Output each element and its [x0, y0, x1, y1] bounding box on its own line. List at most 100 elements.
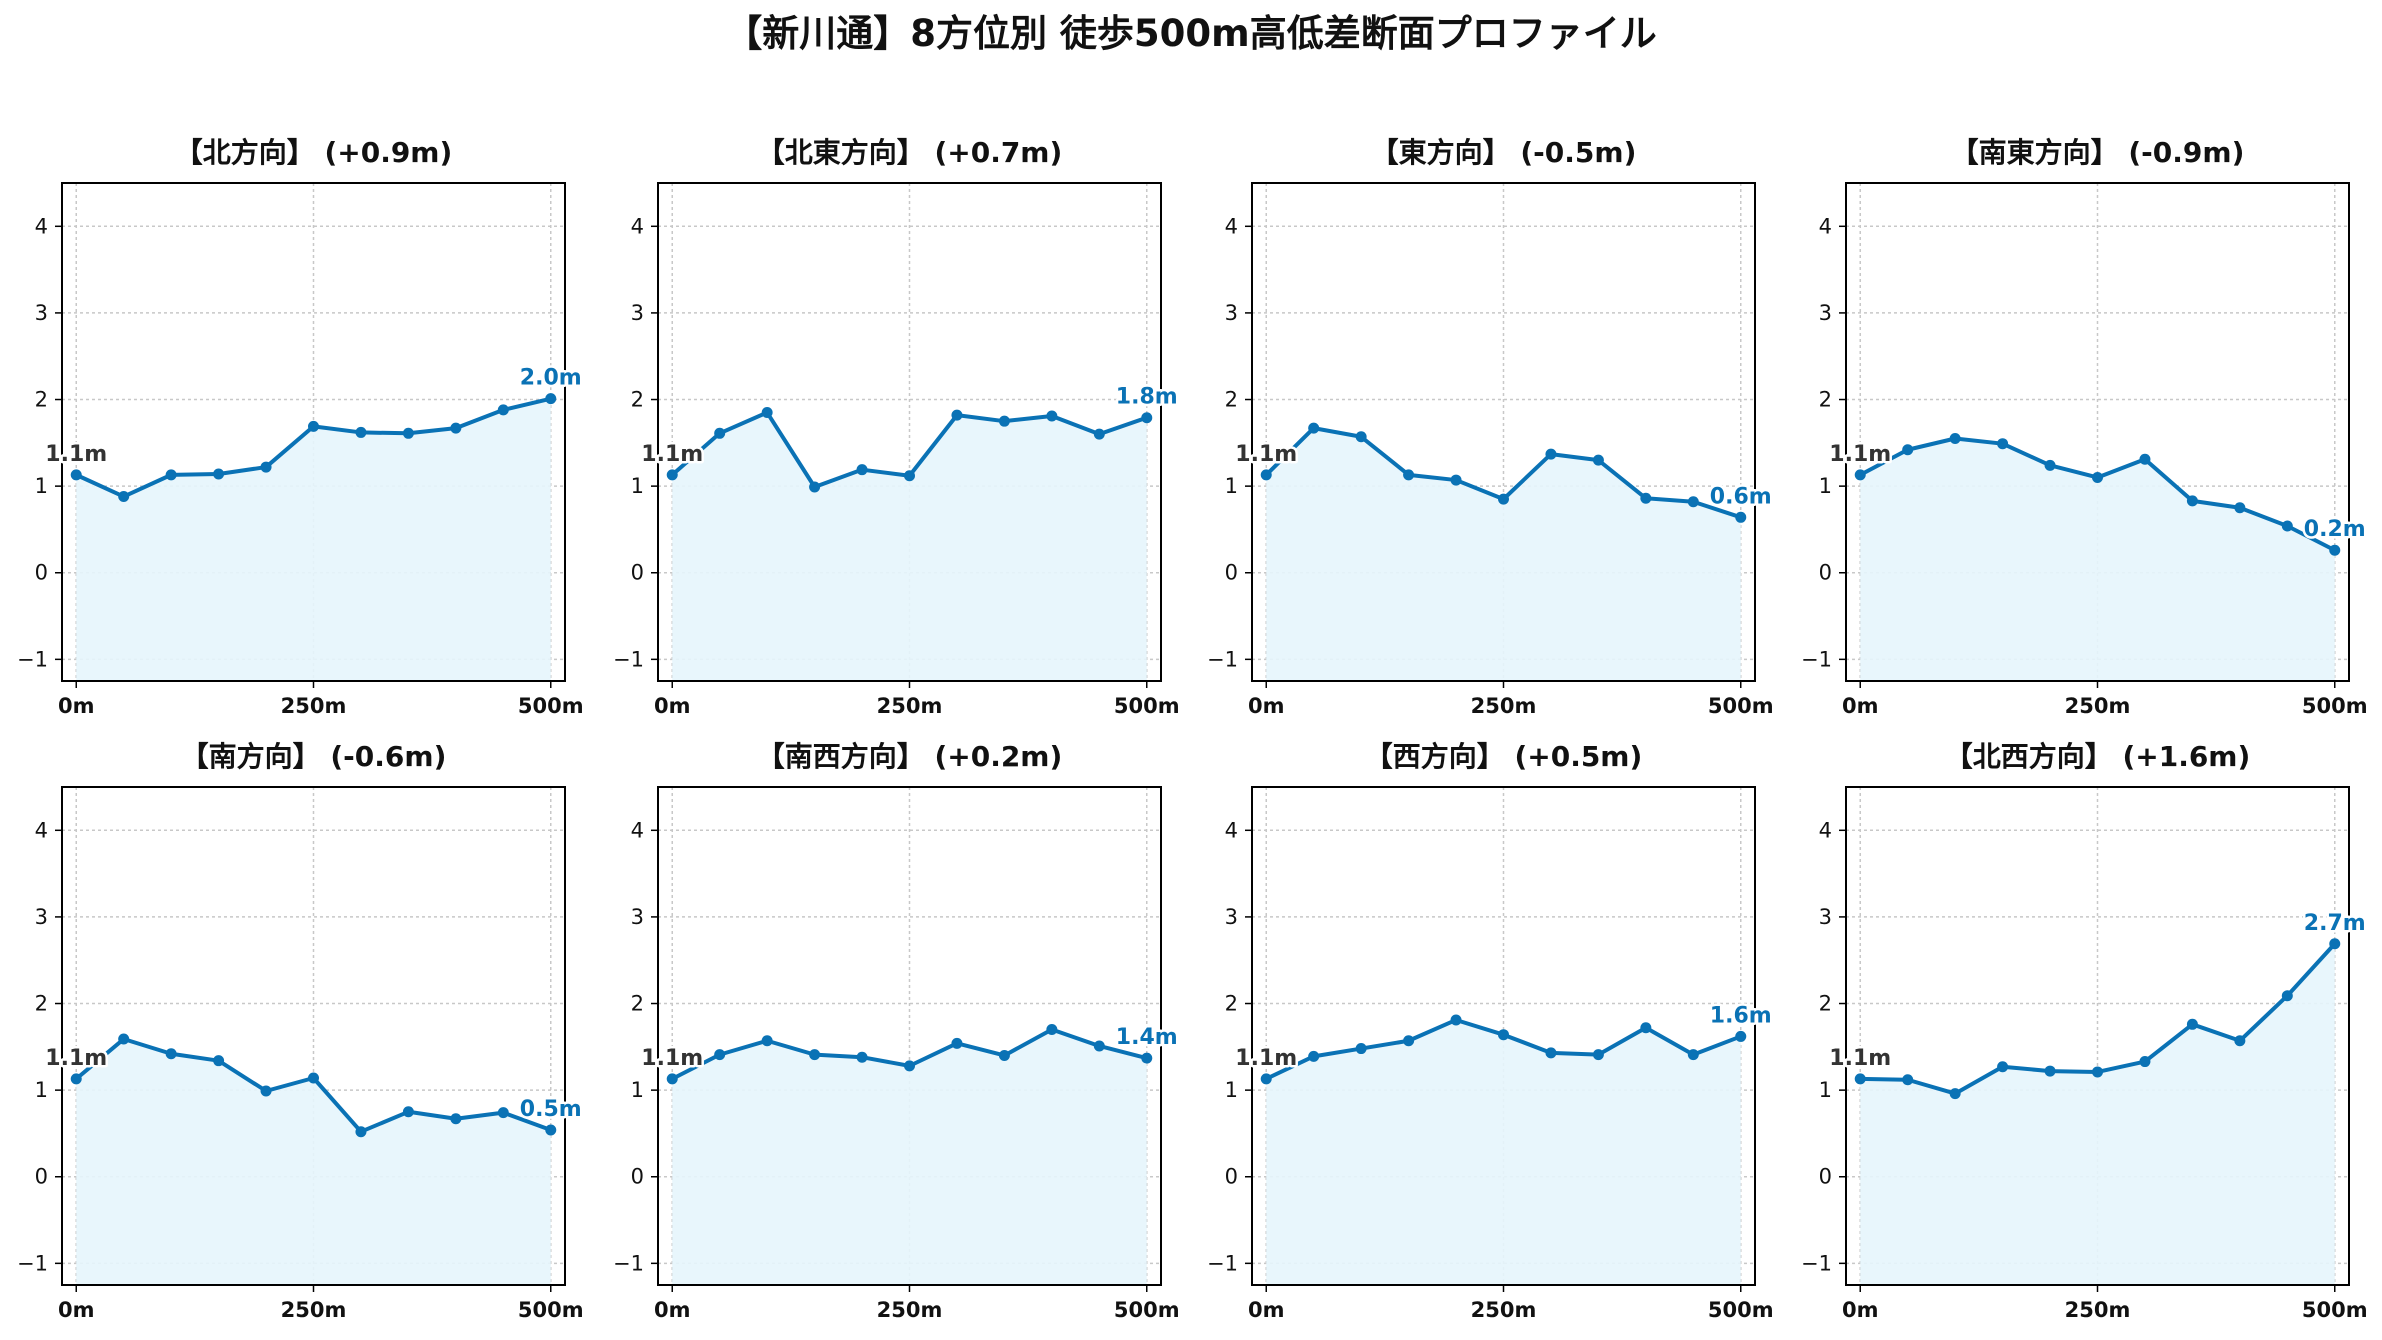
profile-panel: 【南方向】 (-0.6m) −1 0 1 2 3 4 0m 250m 500m 1.1m 0.5m: [17, 737, 585, 1330]
data-point: [1403, 469, 1415, 481]
data-point: [213, 1055, 225, 1067]
start-elevation-label: 1.1m: [1235, 442, 1297, 467]
data-point: [260, 1085, 272, 1097]
data-point: [2092, 1066, 2103, 1078]
data-point: [2281, 990, 2293, 1002]
data-point: [260, 461, 272, 473]
x-tick-label: 250m: [877, 694, 943, 718]
data-point: [2234, 502, 2246, 514]
data-point: [118, 491, 130, 503]
y-tick-label: 3: [631, 905, 644, 929]
profile-panel: 【北方向】 (+0.9m) −1 0 1 2 3 4 0m 250m 500m 1.1m 2.0m: [17, 133, 585, 726]
data-point: [1687, 1049, 1699, 1061]
panel-title: 【東方向】 (-0.5m): [1370, 136, 1637, 169]
start-elevation-label: 1.1m: [45, 442, 107, 467]
data-point: [714, 427, 726, 439]
x-tick-label: 500m: [518, 1298, 584, 1322]
data-point: [308, 420, 319, 432]
y-tick-label: 3: [35, 301, 48, 325]
end-elevation-label: 1.4m: [1116, 1025, 1178, 1050]
x-tick-label: 0m: [654, 1298, 691, 1322]
y-tick-label: 4: [631, 214, 644, 238]
data-point: [951, 1037, 963, 1049]
data-point: [2092, 471, 2103, 483]
data-point: [2044, 459, 2056, 471]
data-point: [1854, 1073, 1866, 1085]
y-tick-label: 0: [1225, 561, 1238, 585]
data-point: [1093, 428, 1105, 440]
y-tick-label: 1: [1819, 474, 1832, 498]
data-point: [402, 1106, 414, 1118]
data-point: [856, 464, 868, 476]
profile-panel: 【東方向】 (-0.5m) −1 0 1 2 3 4 0m 250m 500m 1.1m 0.6m: [1207, 133, 1775, 726]
data-point: [1308, 422, 1320, 434]
x-tick-label: 500m: [1114, 1298, 1180, 1322]
data-point: [1308, 1050, 1320, 1062]
profile-chart: −1 0 1 2 3 4 0m 250m 500m 1.1m 1.4m: [613, 786, 1180, 1322]
x-tick-label: 0m: [1842, 1298, 1879, 1322]
end-elevation-label: 2.7m: [2304, 911, 2366, 936]
elevation-area: [1266, 428, 1741, 681]
data-point: [70, 1073, 82, 1085]
y-tick-label: 4: [631, 818, 644, 842]
y-tick-label: 3: [1819, 905, 1832, 929]
data-point: [951, 409, 963, 421]
profile-panel: 【北東方向】 (+0.7m) −1 0 1 2 3 4 0m 250m 500m 1.1m 1.8m: [613, 133, 1181, 726]
panel-title: 【北東方向】 (+0.7m): [756, 136, 1063, 169]
x-tick-label: 0m: [1248, 694, 1285, 718]
y-tick-label: 2: [35, 992, 48, 1016]
data-point: [809, 1049, 821, 1061]
x-tick-label: 250m: [877, 1298, 943, 1322]
y-tick-label: 1: [35, 1078, 48, 1102]
data-point: [308, 1072, 319, 1084]
data-point: [1997, 1061, 2009, 1073]
x-tick-label: 0m: [1248, 1298, 1285, 1322]
end-elevation-label: 1.8m: [1116, 385, 1178, 410]
panel-title: 【西方向】 (+0.5m): [1364, 740, 1643, 773]
y-tick-label: 4: [1819, 818, 1832, 842]
start-elevation-label: 1.1m: [641, 1046, 703, 1071]
y-tick-label: 3: [1225, 905, 1238, 929]
profile-chart: −1 0 1 2 3 4 0m 250m 500m 1.1m 2.0m: [17, 182, 584, 718]
data-point: [2329, 938, 2341, 950]
y-tick-label: −1: [1801, 1251, 1832, 1275]
data-point: [1450, 1014, 1462, 1026]
y-tick-label: 4: [1225, 818, 1238, 842]
end-elevation-label: 0.6m: [1710, 484, 1772, 509]
y-tick-label: 0: [35, 561, 48, 585]
data-point: [1735, 1030, 1747, 1042]
data-point: [1640, 492, 1652, 504]
data-point: [497, 1107, 509, 1119]
data-point: [1545, 448, 1557, 460]
y-tick-label: −1: [1801, 647, 1832, 671]
profile-panel: 【南西方向】 (+0.2m) −1 0 1 2 3 4 0m 250m 500m 1.1m 1.4m: [613, 737, 1181, 1330]
y-tick-label: 2: [631, 992, 644, 1016]
panel-title: 【南東方向】 (-0.9m): [1950, 136, 2245, 169]
y-tick-label: −1: [613, 1251, 644, 1275]
y-tick-label: 2: [1225, 388, 1238, 412]
y-tick-label: −1: [17, 647, 48, 671]
y-tick-label: 4: [35, 214, 48, 238]
y-tick-label: 3: [1819, 301, 1832, 325]
end-elevation-label: 2.0m: [520, 366, 582, 391]
figure-title: 【新川通】8方位別 徒歩500m高低差断面プロファイル: [725, 12, 1657, 55]
data-point: [1141, 1052, 1153, 1064]
start-elevation-label: 1.1m: [1829, 1046, 1891, 1071]
profile-chart: −1 0 1 2 3 4 0m 250m 500m 1.1m 0.5m: [17, 786, 584, 1322]
data-point: [1902, 1074, 1914, 1086]
data-point: [1093, 1040, 1105, 1052]
x-tick-label: 500m: [1114, 694, 1180, 718]
profile-chart: −1 0 1 2 3 4 0m 250m 500m 1.1m 0.2m: [1801, 182, 2368, 718]
x-tick-label: 500m: [1708, 1298, 1774, 1322]
data-point: [2234, 1035, 2246, 1047]
y-tick-label: 1: [1225, 1078, 1238, 1102]
data-point: [1260, 1073, 1272, 1085]
profile-chart: −1 0 1 2 3 4 0m 250m 500m 1.1m 0.6m: [1207, 182, 1774, 718]
profile-panel: 【西方向】 (+0.5m) −1 0 1 2 3 4 0m 250m 500m 1.1m 1.6m: [1207, 737, 1775, 1330]
y-tick-label: 0: [631, 1165, 644, 1189]
elevation-area: [1860, 438, 2335, 681]
x-tick-label: 250m: [281, 1298, 347, 1322]
data-point: [1902, 444, 1914, 456]
data-point: [118, 1033, 130, 1045]
data-point: [998, 1049, 1010, 1061]
